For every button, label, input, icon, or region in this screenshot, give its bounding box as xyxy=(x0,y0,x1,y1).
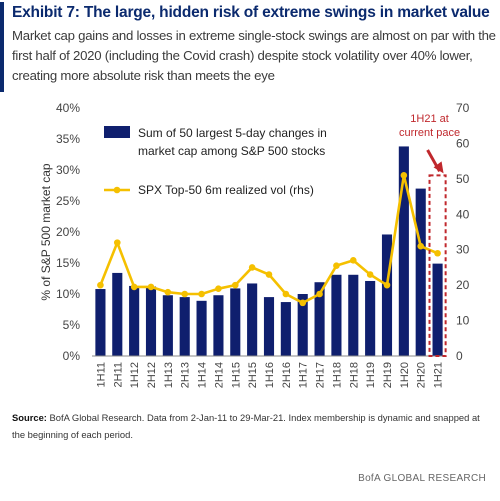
bar xyxy=(381,234,393,356)
x-tick-label: 2H16 xyxy=(281,362,293,388)
x-tick-label: 2H12 xyxy=(146,362,158,388)
bar xyxy=(365,280,376,356)
vol-point xyxy=(383,281,391,289)
x-tick-label: 1H21 xyxy=(433,362,445,388)
x-tick-label: 1H11 xyxy=(95,362,107,387)
x-tick-label: 2H13 xyxy=(180,362,192,388)
y2-tick-label: 70 xyxy=(456,101,470,115)
bar xyxy=(112,272,123,356)
vol-point xyxy=(130,283,138,291)
vol-point xyxy=(181,290,189,298)
annotation-box xyxy=(428,174,447,357)
x-tick-label: 2H17 xyxy=(315,362,327,388)
x-tick-label: 1H13 xyxy=(163,362,175,388)
y-tick-label: 20% xyxy=(56,225,80,239)
y-tick-label: 40% xyxy=(56,101,80,115)
source-label: Source: xyxy=(12,412,47,423)
x-tick-label: 1H18 xyxy=(331,362,343,388)
y2-tick-label: 30 xyxy=(456,243,470,257)
bar xyxy=(145,286,157,356)
bar xyxy=(348,274,359,356)
y-tick-label: 15% xyxy=(56,256,80,270)
vol-point xyxy=(299,299,307,307)
bar xyxy=(432,263,443,356)
vol-point xyxy=(265,271,273,278)
x-tick-label: 1H20 xyxy=(399,362,411,388)
vol-point xyxy=(400,172,408,179)
bar xyxy=(196,300,207,356)
exhibit-title: Exhibit 7: The large, hidden risk of ext… xyxy=(12,4,490,21)
y2-tick-label: 50 xyxy=(456,172,470,186)
header-accent-bar xyxy=(0,2,4,92)
x-tick-label: 2H15 xyxy=(247,362,259,388)
y-tick-label: 30% xyxy=(56,163,80,177)
y2-tick-label: 0 xyxy=(456,349,463,363)
vol-point xyxy=(231,281,239,289)
y-tick-label: 10% xyxy=(56,287,80,301)
bar xyxy=(95,289,106,356)
x-tick-label: 2H20 xyxy=(416,362,428,388)
annotation-arrowhead xyxy=(433,161,444,174)
y-axis-title: % of S&P 500 market cap xyxy=(39,163,53,301)
source-note: Source: BofA Global Research. Data from … xyxy=(12,409,492,443)
vol-point xyxy=(248,264,256,271)
vol-point xyxy=(164,288,172,296)
bar xyxy=(162,295,173,356)
vol-point xyxy=(97,281,104,289)
bar xyxy=(129,285,140,356)
bar xyxy=(179,297,190,356)
chart: 0% 5% 10% 15% 20% 25% 30% 35% 40% 0 10 20 30 40 50 60 70… xyxy=(39,101,470,388)
bar xyxy=(398,146,409,356)
y-tick-label: 35% xyxy=(56,132,80,146)
bar xyxy=(280,302,291,356)
bar xyxy=(297,294,308,356)
x-tick-label: 1H15 xyxy=(230,362,242,388)
vol-point xyxy=(417,242,425,250)
legend-bar-label: market cap among S&P 500 stocks xyxy=(138,144,325,158)
vol-point xyxy=(333,262,340,269)
vol-point xyxy=(113,239,121,246)
bar xyxy=(331,274,342,356)
legend-bar-swatch xyxy=(104,126,130,138)
y2-tick-label: 60 xyxy=(456,136,470,150)
annotation-text: 1H21 at xyxy=(410,113,449,125)
bar xyxy=(230,288,241,356)
y2-tick-label: 40 xyxy=(456,207,470,221)
y-tick-label: 25% xyxy=(56,194,80,208)
vol-point xyxy=(349,257,357,264)
bar xyxy=(213,295,224,356)
header: Exhibit 7: The large, hidden risk of ext… xyxy=(0,0,500,96)
exhibit-subtitle: Market cap gains and losses in extreme s… xyxy=(12,28,496,83)
legend-line-label: SPX Top-50 6m realized vol (rhs) xyxy=(138,183,314,197)
source-text: BofA Global Research. Data from 2-Jan-11… xyxy=(12,412,480,440)
vol-point xyxy=(198,290,205,298)
annotation-text: current pace xyxy=(399,127,460,139)
x-tick-label: 2H11 xyxy=(112,362,124,387)
y2-tick-label: 20 xyxy=(456,278,470,292)
legend-line-marker xyxy=(113,186,121,194)
x-tick-label: 1H14 xyxy=(197,362,209,388)
x-tick-label: 2H14 xyxy=(213,362,225,388)
x-tick-label: 1H19 xyxy=(365,362,377,388)
vol-point xyxy=(366,271,374,278)
y2-tick-label: 10 xyxy=(456,314,470,328)
bar xyxy=(314,282,325,356)
vol-point xyxy=(282,290,290,298)
x-tick-label: 2H18 xyxy=(348,362,360,388)
vol-point xyxy=(434,249,441,257)
bar xyxy=(247,283,258,356)
y-tick-label: 5% xyxy=(63,318,81,332)
y-tick-label: 0% xyxy=(63,349,81,363)
vol-point xyxy=(316,290,323,298)
legend-bar-label: Sum of 50 largest 5-day changes in xyxy=(138,126,327,140)
bar xyxy=(415,188,426,356)
vol-point xyxy=(147,283,155,291)
x-tick-label: 2H19 xyxy=(382,362,394,388)
brand-label: BofA GLOBAL RESEARCH xyxy=(358,473,486,484)
vol-point xyxy=(215,285,222,292)
x-tick-label: 1H16 xyxy=(264,362,276,388)
x-tick-label: 1H17 xyxy=(298,362,310,388)
bar xyxy=(263,297,275,356)
x-tick-label: 1H12 xyxy=(129,362,141,388)
